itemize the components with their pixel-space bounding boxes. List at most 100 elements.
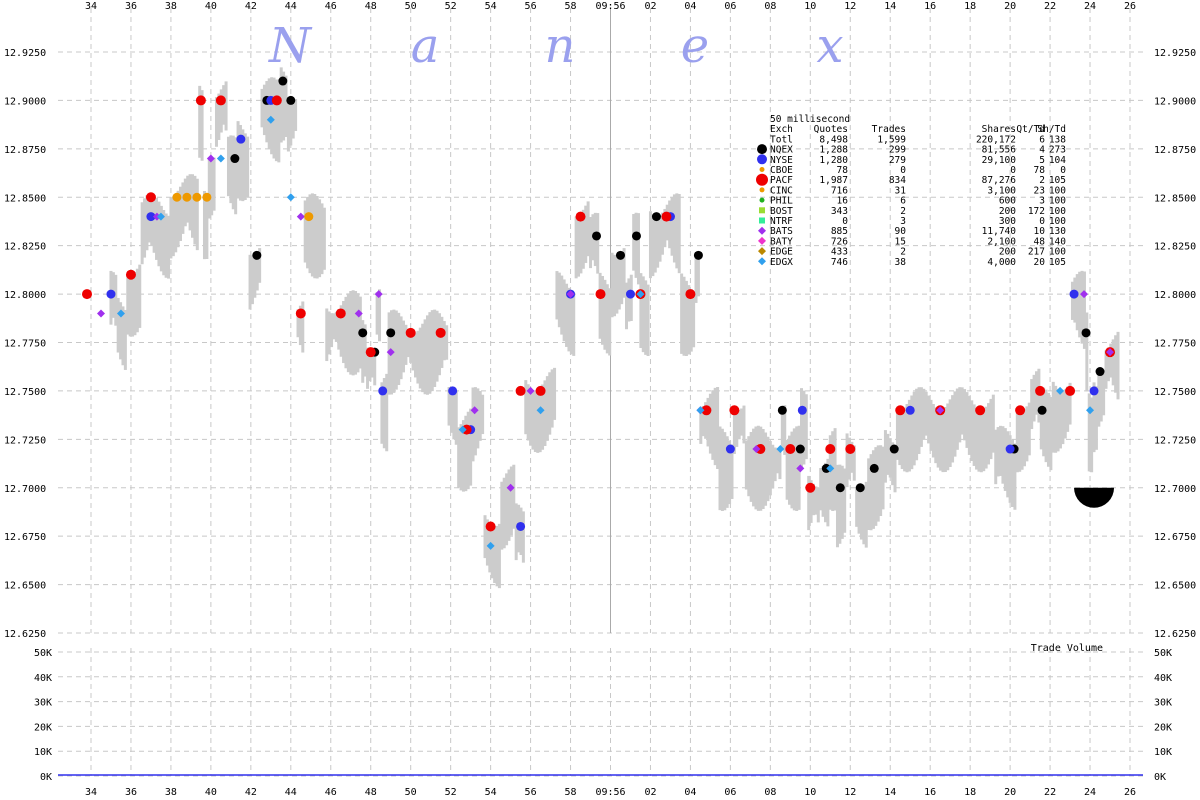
legend-cell: 1,288 xyxy=(819,145,848,156)
trade-marker-nqex xyxy=(1081,328,1091,338)
legend-cell: 140 xyxy=(1049,236,1066,247)
trade-marker-edgx xyxy=(486,541,495,550)
trade-marker-edgx xyxy=(636,290,645,299)
x-tick-label-top: 58 xyxy=(565,1,577,12)
trade-marker-nqex xyxy=(1095,367,1105,377)
legend-cell: Totl xyxy=(770,134,793,145)
y-tick-label-left: 12.7500 xyxy=(4,387,46,398)
legend-cell: 1,599 xyxy=(877,134,906,145)
legend-cell: 100 xyxy=(1049,247,1066,258)
x-tick-label-top: 44 xyxy=(285,1,297,12)
y-tick-label-right: 12.9000 xyxy=(1154,96,1196,107)
legend-cell: 90 xyxy=(895,226,907,237)
x-tick-label-bottom: 56 xyxy=(525,787,537,798)
trade-marker-nyse xyxy=(725,444,735,454)
legend-cell: 78 xyxy=(837,165,849,176)
legend-marker xyxy=(757,154,767,165)
trade-marker-pacf xyxy=(535,385,546,396)
x-tick-label-top: 56 xyxy=(525,1,537,12)
x-tick-label-top: 02 xyxy=(644,1,656,12)
legend-cell: 6 xyxy=(1039,134,1045,145)
y-tick-label-left: 12.6250 xyxy=(4,629,46,640)
y-tick-label-left: 12.8000 xyxy=(4,290,46,301)
brand-letter: x xyxy=(816,18,843,74)
legend-cell: 81,556 xyxy=(982,145,1017,156)
trade-marker-edgx xyxy=(536,406,545,415)
x-tick-label-bottom: 14 xyxy=(884,787,896,798)
trade-marker-bats xyxy=(936,406,945,415)
legend-header: Trades xyxy=(872,124,906,135)
trade-marker-pacf xyxy=(729,405,740,416)
legend-cell: 38 xyxy=(895,257,907,268)
brand-letter: N xyxy=(268,18,313,74)
legend-cell: BATS xyxy=(770,226,793,237)
trade-marker-nyse xyxy=(236,134,246,144)
trade-marker-nqex xyxy=(592,231,602,241)
y-tick-label-right: 12.8500 xyxy=(1154,193,1196,204)
trade-marker-bats xyxy=(1106,348,1115,357)
x-tick-label-top: 24 xyxy=(1084,1,1096,12)
trade-marker-edgx xyxy=(266,115,275,124)
y-tick-label-left: 12.8500 xyxy=(4,193,46,204)
trade-marker-pacf xyxy=(125,269,136,280)
legend-cell: 3 xyxy=(1039,196,1045,207)
legend-marker xyxy=(758,236,766,245)
x-tick-label-top: 20 xyxy=(1004,1,1016,12)
volume-tick-label-right: 50K xyxy=(1154,648,1172,659)
large-trade-marker xyxy=(1074,487,1115,508)
legend-cell: 100 xyxy=(1049,196,1066,207)
trade-marker-cboe xyxy=(182,192,192,202)
legend-marker xyxy=(759,217,765,224)
legend-marker xyxy=(758,257,766,266)
trade-marker-edgx xyxy=(1086,406,1095,415)
legend-cell: 0 xyxy=(1010,165,1016,176)
trade-marker-cboe xyxy=(192,192,202,202)
legend-cell: 105 xyxy=(1049,257,1066,268)
trade-marker-nyse xyxy=(1069,289,1079,299)
trade-marker-edgx xyxy=(458,425,467,434)
volume-tick-label-left: 0K xyxy=(40,772,52,783)
legend-cell: 200 xyxy=(999,206,1016,217)
x-tick-label-top: 14 xyxy=(884,1,896,12)
x-tick-label-top: 18 xyxy=(964,1,976,12)
legend-cell: NQEX xyxy=(770,145,793,156)
legend-cell: 3 xyxy=(900,216,906,227)
trade-marker-nyse xyxy=(905,405,915,415)
x-tick-label-top: 22 xyxy=(1044,1,1056,12)
trade-marker-bats xyxy=(354,309,363,318)
x-tick-label-bottom: 16 xyxy=(924,787,936,798)
legend-cell: 0 xyxy=(900,165,906,176)
trade-marker-bats xyxy=(566,290,575,299)
trade-marker-pacf xyxy=(685,289,696,300)
legend-cell: 0 xyxy=(842,216,848,227)
legend-cell: EDGE xyxy=(770,247,793,258)
legend-cell: 220,172 xyxy=(976,134,1016,145)
x-tick-label-top: 12 xyxy=(844,1,856,12)
trade-marker-pacf xyxy=(435,327,446,338)
y-tick-label-left: 12.7750 xyxy=(4,339,46,350)
x-tick-label-bottom: 40 xyxy=(205,787,217,798)
trade-marker-pacf xyxy=(1035,385,1046,396)
legend-cell: 31 xyxy=(895,185,907,196)
trade-marker-pacf xyxy=(575,211,586,222)
legend-marker xyxy=(759,207,765,214)
trade-marker-nqex xyxy=(693,250,703,260)
y-tick-label-right: 12.6250 xyxy=(1154,629,1196,640)
legend-cell: BATY xyxy=(770,236,793,247)
legend-cell: BOST xyxy=(770,206,793,217)
y-tick-label-left: 12.8250 xyxy=(4,242,46,253)
trade-marker-nqex xyxy=(615,250,625,260)
volume-tick-label-left: 50K xyxy=(34,648,52,659)
trade-marker-pacf xyxy=(701,405,712,416)
x-tick-label-bottom: 10 xyxy=(804,787,816,798)
trade-marker-pacf xyxy=(805,482,816,493)
x-tick-label-bottom: 42 xyxy=(245,787,257,798)
legend-cell: NTRF xyxy=(770,216,793,227)
legend-cell: 8,498 xyxy=(819,134,848,145)
x-tick-label-bottom: 46 xyxy=(325,787,337,798)
legend-cell: 23 xyxy=(1034,185,1045,196)
trade-marker-pacf xyxy=(515,385,526,396)
x-tick-label-bottom: 52 xyxy=(445,787,457,798)
